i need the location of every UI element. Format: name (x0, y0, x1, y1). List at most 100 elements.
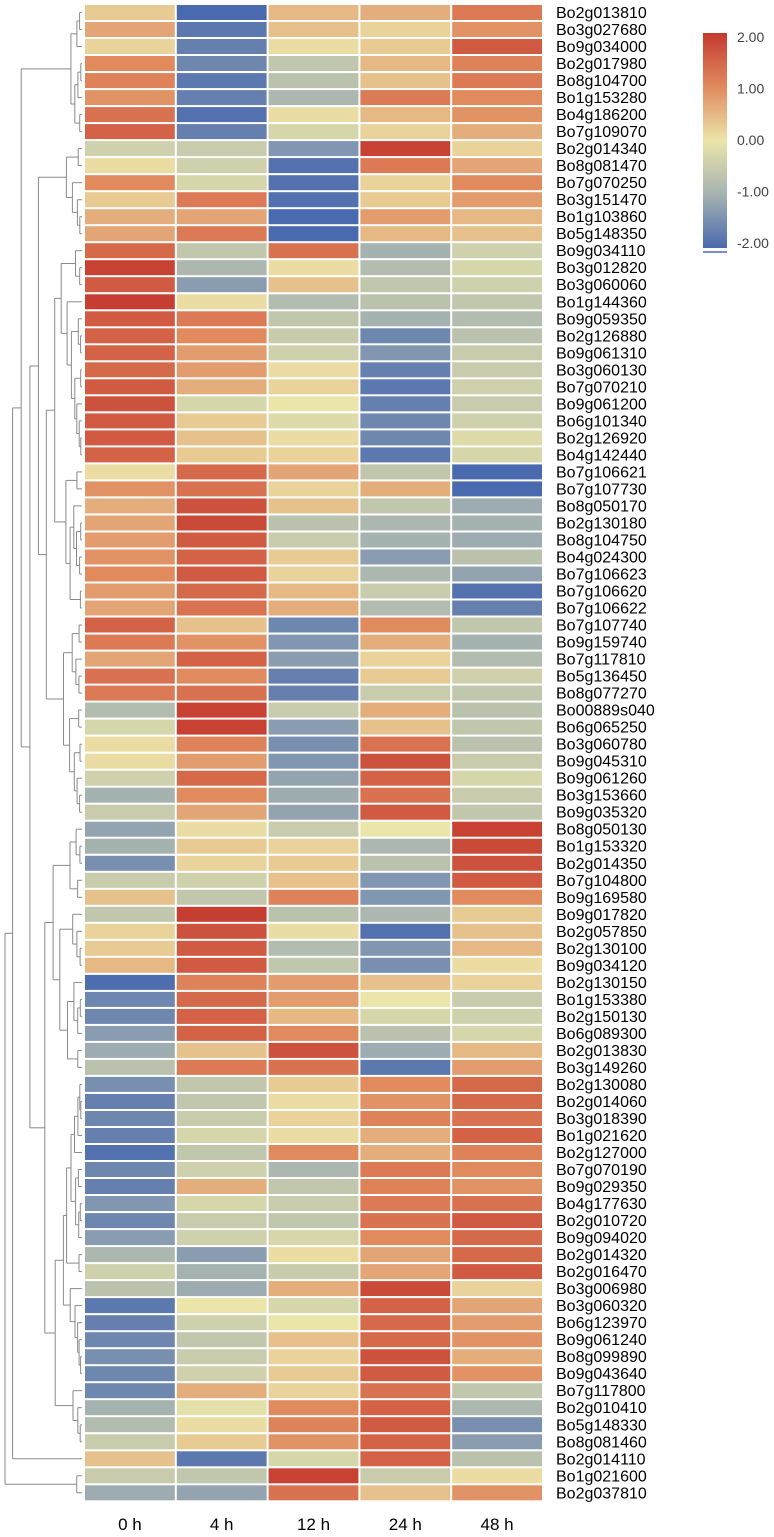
heatmap-cell (360, 566, 451, 582)
heatmap-cell (176, 634, 267, 650)
heatmap-cell (360, 600, 451, 616)
heatmap-cell (268, 90, 359, 106)
heatmap-cell (268, 1196, 359, 1211)
heatmap-cell (85, 719, 175, 735)
row-label: Bo2g126920 (556, 430, 647, 447)
heatmap-cell (268, 566, 359, 582)
heatmap-cell (360, 226, 451, 242)
heatmap-cell (176, 1298, 267, 1314)
heatmap-cell (176, 1145, 267, 1160)
heatmap-cell (452, 1094, 542, 1109)
heatmap-cell (360, 345, 451, 361)
heatmap-cell (85, 1264, 175, 1280)
row-label: Bo8g077270 (556, 686, 647, 703)
heatmap-cell (360, 1179, 451, 1194)
row-label: Bo2g016470 (556, 1264, 647, 1281)
heatmap-cell (85, 1145, 175, 1160)
heatmap-cell (176, 1162, 267, 1177)
row-label: Bo8g104700 (556, 73, 647, 90)
heatmap-cell (176, 1230, 267, 1246)
column-label: 4 h (210, 1515, 234, 1534)
heatmap-cell (360, 991, 451, 1007)
heatmap-cell (452, 566, 542, 582)
heatmap-cell (85, 770, 175, 786)
heatmap-cell (268, 1145, 359, 1160)
heatmap-cell (452, 1162, 542, 1177)
heatmap-cell (176, 1042, 267, 1058)
heatmap-cell (452, 1179, 542, 1194)
heatmap-cell (268, 1468, 359, 1484)
row-label: Bo9g061260 (556, 771, 647, 788)
heatmap-cell (360, 1128, 451, 1143)
color-legend-tick: 2.00 (737, 29, 764, 45)
row-label: Bo9g045310 (556, 754, 647, 771)
heatmap-cell (268, 770, 359, 786)
heatmap-cell (268, 294, 359, 310)
heatmap-cell (85, 634, 175, 650)
row-label: Bo7g070210 (556, 379, 647, 396)
heatmap-cell (176, 1076, 267, 1092)
heatmap-cell (268, 532, 359, 548)
heatmap-cell (452, 600, 542, 616)
heatmap-cell (452, 855, 542, 871)
heatmap-cell (360, 362, 451, 378)
heatmap-cell (176, 957, 267, 973)
row-label: Bo9g034000 (556, 39, 647, 56)
heatmap-cell (85, 957, 175, 973)
heatmap-cell (85, 1315, 175, 1331)
heatmap-cell (268, 855, 359, 871)
heatmap-cell (452, 719, 542, 735)
heatmap-cell (176, 192, 267, 208)
heatmap-cell (176, 379, 267, 395)
row-label: Bo2g057850 (556, 924, 647, 941)
heatmap-cell (360, 736, 451, 752)
heatmap-cell (176, 804, 267, 820)
row-label: Bo4g024300 (556, 550, 647, 567)
heatmap-cell (360, 311, 451, 327)
heatmap-cell (176, 736, 267, 752)
heatmap-cell (268, 1485, 359, 1501)
row-label: Bo3g018390 (556, 1111, 647, 1128)
heatmap-cell (85, 413, 175, 429)
heatmap-cell (268, 634, 359, 650)
heatmap-cell (85, 515, 175, 531)
heatmap-cell (268, 1383, 359, 1399)
heatmap-cell (360, 719, 451, 735)
heatmap-cell (268, 141, 359, 157)
heatmap-cell (360, 430, 451, 446)
heatmap-cell (176, 821, 267, 837)
heatmap-cell (452, 1230, 542, 1246)
heatmap-cell (360, 1349, 451, 1365)
heatmap-cell (452, 311, 542, 327)
heatmap-cell (452, 73, 542, 89)
column-label: 0 h (118, 1515, 142, 1534)
heatmap-cell (360, 209, 451, 225)
heatmap-cell (452, 1059, 542, 1075)
row-label: Bo2g130150 (556, 975, 647, 992)
heatmap-cell (176, 770, 267, 786)
heatmap-cell (452, 141, 542, 157)
heatmap-cell (452, 1008, 542, 1024)
heatmap-cell (360, 22, 451, 37)
heatmap-cell (85, 464, 175, 480)
heatmap-cell (85, 56, 175, 71)
heatmap-cell (452, 906, 542, 922)
row-label: Bo7g117800 (556, 1383, 646, 1400)
heatmap-cell (452, 685, 542, 701)
heatmap-cell (452, 1196, 542, 1211)
heatmap-cell (360, 1059, 451, 1075)
heatmap-cell (176, 753, 267, 769)
heatmap-cell (176, 90, 267, 106)
heatmap-cell (452, 1349, 542, 1365)
heatmap-cell (360, 821, 451, 837)
heatmap-cell (176, 124, 267, 140)
heatmap-cell (452, 532, 542, 548)
heatmap-cell (452, 1042, 542, 1058)
heatmap-cell (85, 277, 175, 293)
row-label: Bo9g159740 (556, 635, 647, 652)
heatmap-cell (452, 243, 542, 259)
heatmap-cell (360, 1417, 451, 1433)
heatmap-cell (176, 583, 267, 599)
row-label: Bo1g153380 (556, 992, 647, 1009)
heatmap-cell (268, 1349, 359, 1365)
